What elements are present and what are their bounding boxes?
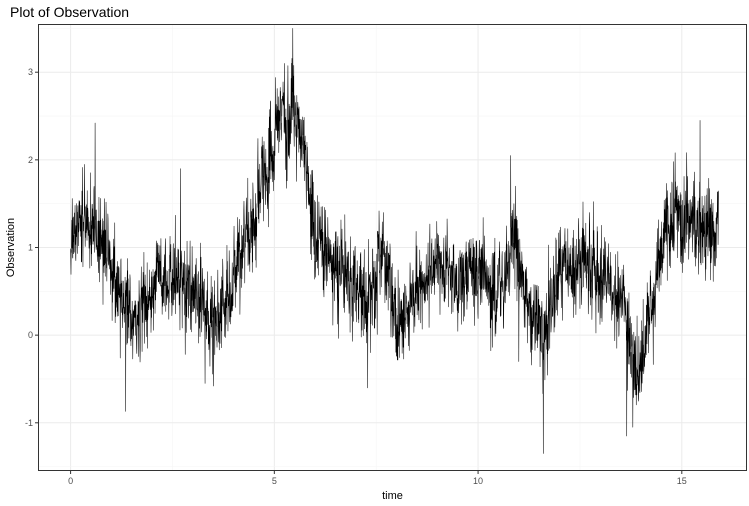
observation-line: [70, 28, 719, 454]
chart-title: Plot of Observation: [10, 4, 129, 20]
y-axis-title: Observation: [5, 218, 17, 277]
y-tick-label: 2: [28, 155, 33, 165]
y-tick-label: 1: [28, 243, 33, 253]
x-tick-label: 15: [677, 476, 687, 486]
x-tick-label: 0: [68, 476, 73, 486]
axis-ticks: 0 5 10 15 -1 0 1 2 3: [25, 67, 687, 486]
y-tick-label: -1: [25, 418, 33, 428]
panel-border: [38, 24, 747, 471]
y-tick-label: 3: [28, 67, 33, 77]
x-tick-label: 5: [272, 476, 277, 486]
x-tick-label: 10: [473, 476, 483, 486]
observation-series: [70, 28, 719, 454]
y-tick-label: 0: [28, 330, 33, 340]
x-axis-title: time: [382, 490, 403, 502]
